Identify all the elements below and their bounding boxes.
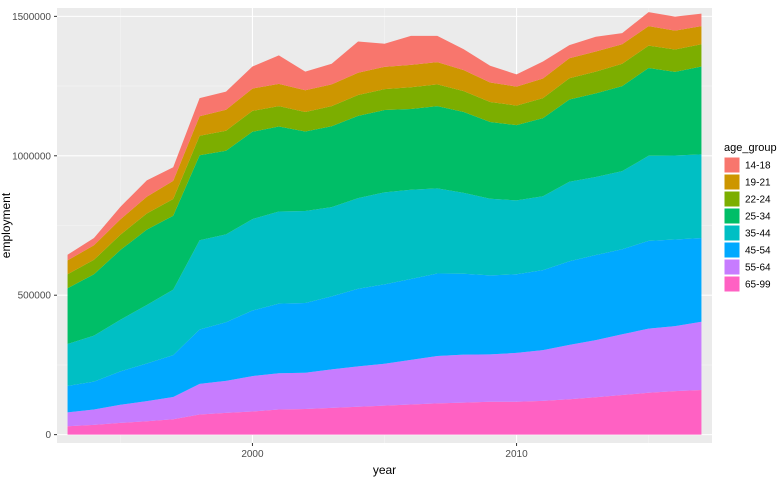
legend-key-65-99 <box>723 275 741 293</box>
legend-key-35-44 <box>723 224 741 242</box>
area-65-99 <box>67 390 702 435</box>
legend-label-19-21: 19-21 <box>745 178 771 189</box>
legend-label-35-44: 35-44 <box>745 229 771 240</box>
x-axis-title: year <box>373 463 396 477</box>
y-tick-label: 1000000 <box>12 151 51 162</box>
area-22-24 <box>67 44 702 289</box>
area-14-18 <box>67 12 702 261</box>
legend-key-25-34 <box>723 207 741 225</box>
y-tick-label: 1500000 <box>12 12 51 23</box>
y-tick-label: 500000 <box>18 291 52 302</box>
area-55-64 <box>67 321 702 427</box>
legend-key-45-54 <box>723 241 741 259</box>
legend-label-65-99: 65-99 <box>745 280 771 291</box>
x-axis: 2000 2010 <box>241 443 528 460</box>
area-25-34 <box>67 66 702 345</box>
area-45-54 <box>67 238 702 413</box>
area-19-21 <box>67 26 702 275</box>
y-axis: 0 500000 1000000 1500000 <box>12 12 57 441</box>
legend-key-55-64 <box>723 258 741 276</box>
y-tick-label: 0 <box>45 430 51 441</box>
area-35-44 <box>67 154 702 386</box>
legend-label-45-54: 45-54 <box>745 246 771 257</box>
legend-key-19-21 <box>723 173 741 191</box>
legend-label-55-64: 55-64 <box>745 263 771 274</box>
legend-label-14-18: 14-18 <box>745 161 771 172</box>
legend: age_group 14-18 19-21 22-24 25-34 35-44 45-54… <box>723 142 777 293</box>
legend-key-14-18 <box>723 156 741 174</box>
y-axis-title: employment <box>0 192 13 258</box>
legend-label-22-24: 22-24 <box>745 195 771 206</box>
x-tick-label: 2010 <box>505 449 528 460</box>
legend-label-25-34: 25-34 <box>745 212 771 223</box>
legend-key-22-24 <box>723 190 741 208</box>
area-series <box>67 12 702 435</box>
legend-title: age_group <box>724 142 777 154</box>
x-tick-label: 2000 <box>241 449 264 460</box>
